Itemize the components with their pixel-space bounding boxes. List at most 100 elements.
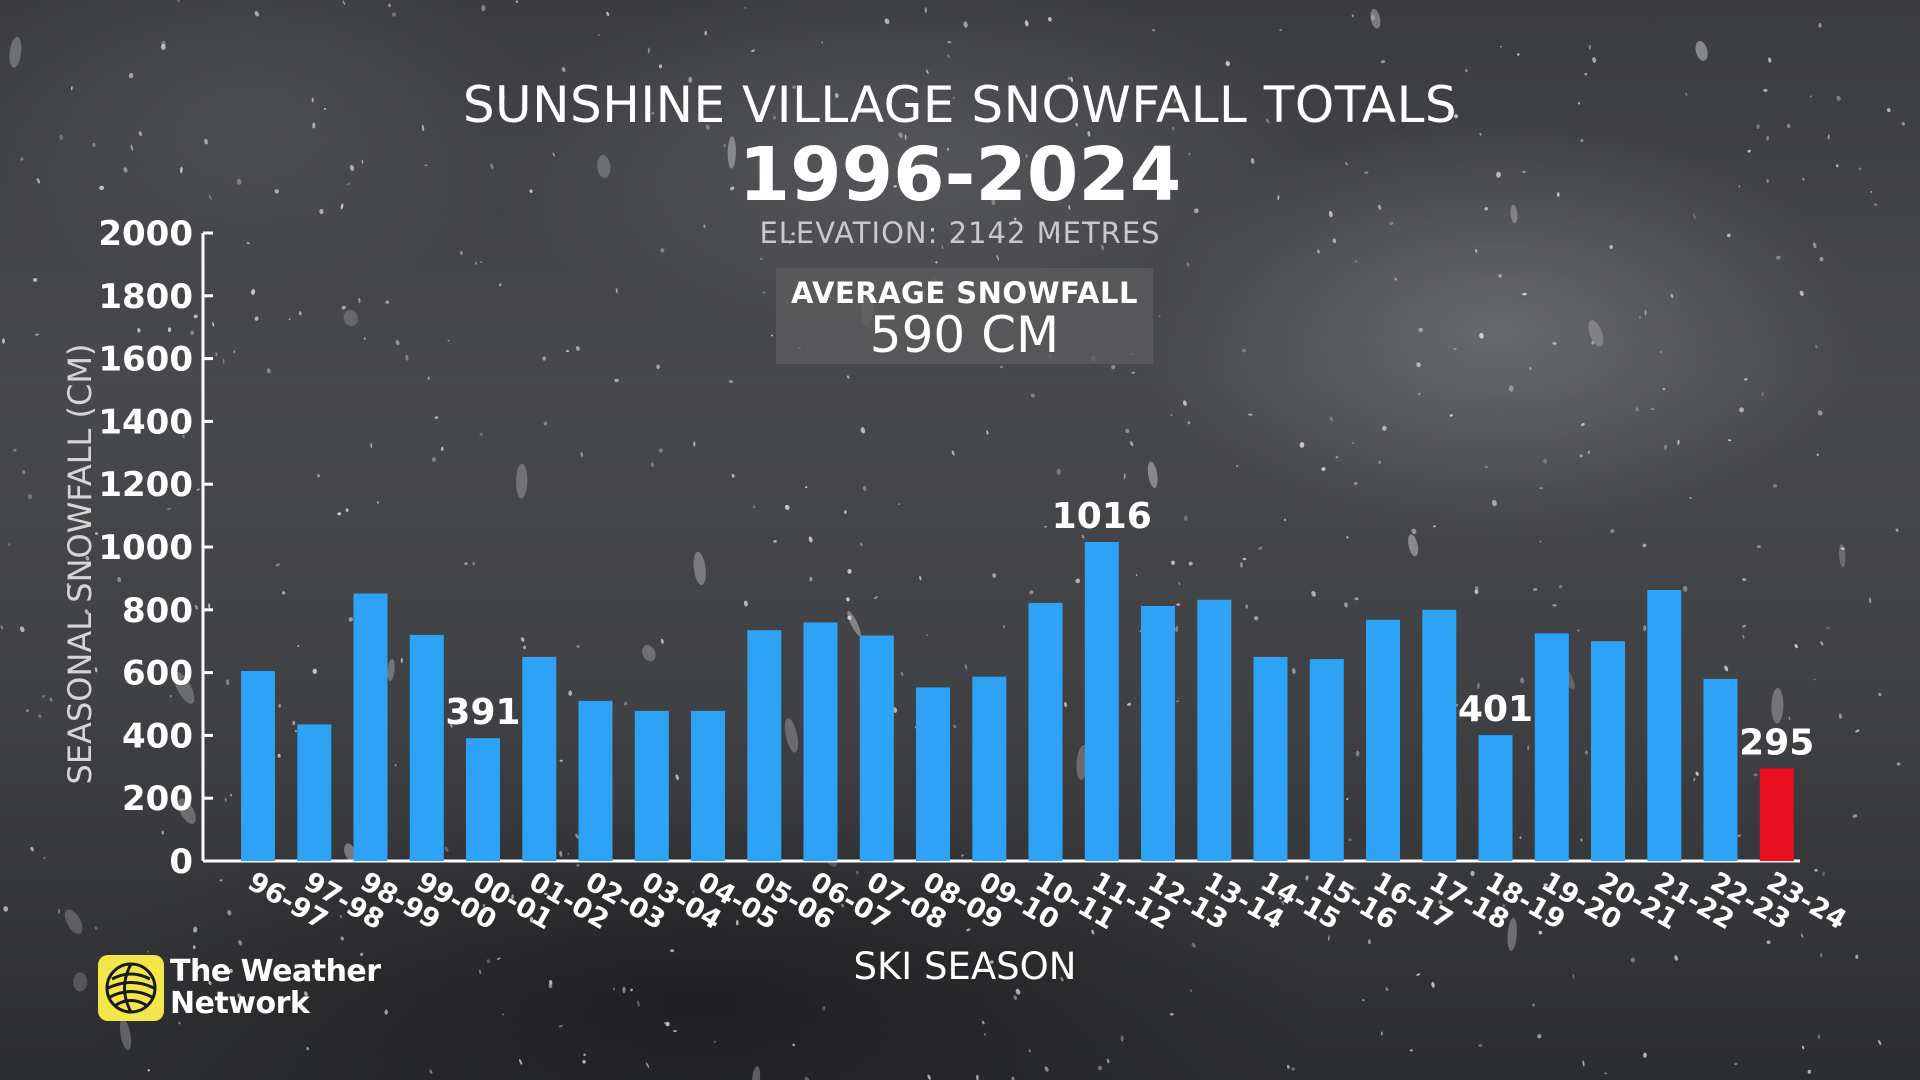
- data-label: 401: [1458, 689, 1533, 730]
- snowflake: [237, 993, 242, 1000]
- bar-07-08: [859, 635, 894, 861]
- snowflake: [575, 863, 580, 867]
- snowflake: [597, 155, 611, 178]
- snowflake: [341, 305, 346, 310]
- snowflake: [1409, 1049, 1413, 1052]
- snowflake: [1477, 682, 1480, 690]
- snowflake: [1478, 1044, 1483, 1047]
- snowflake: [1299, 442, 1305, 448]
- bar-19-20: [1534, 633, 1569, 861]
- snowflake: [274, 189, 279, 194]
- snowflake: [1245, 604, 1249, 609]
- snowflake: [1447, 111, 1450, 115]
- snowflake: [964, 664, 968, 670]
- snowflake: [1013, 217, 1017, 221]
- snowflake: [359, 952, 364, 957]
- snowflake: [1013, 995, 1017, 1000]
- snowflake: [1502, 904, 1506, 907]
- snowflake: [568, 690, 573, 696]
- snowflake: [1724, 665, 1729, 672]
- snowflake: [38, 714, 42, 719]
- snowflake: [1552, 604, 1557, 607]
- snowflake: [227, 910, 232, 916]
- snowflake: [622, 986, 626, 994]
- snowflake: [792, 1043, 796, 1047]
- snowflake: [575, 346, 580, 351]
- snowflake: [306, 1046, 310, 1051]
- snowflake: [346, 183, 351, 186]
- snowflake: [449, 723, 453, 728]
- snowflake: [1812, 242, 1817, 249]
- logo-wordmark: The Weather Network: [170, 956, 381, 1020]
- snowflake: [1025, 153, 1028, 158]
- snowflake: [804, 486, 808, 489]
- snowflake: [791, 232, 795, 236]
- snowflake: [266, 368, 271, 374]
- snowflake: [511, 894, 514, 900]
- snowflake: [552, 152, 555, 157]
- bar-14-15: [1253, 656, 1288, 861]
- snowflake: [846, 375, 850, 379]
- snowflake: [215, 352, 218, 357]
- chart-years: 1996-2024: [738, 132, 1182, 218]
- snowflake: [1855, 729, 1860, 733]
- snowflake: [1507, 917, 1517, 951]
- snowflake: [13, 448, 17, 452]
- snowflake: [1182, 400, 1187, 406]
- snowflake: [501, 1013, 505, 1016]
- snowflake: [384, 1009, 388, 1015]
- snowflake: [1075, 122, 1079, 127]
- snowflake: [1178, 581, 1181, 586]
- y-tick-label: 400: [122, 716, 193, 756]
- snowflake: [1642, 543, 1647, 548]
- snowflake: [1186, 262, 1190, 267]
- snowflake: [358, 297, 361, 303]
- snowflake: [784, 718, 799, 753]
- snowflake: [1768, 57, 1772, 63]
- snowflake: [2, 338, 5, 344]
- snowflake: [1868, 597, 1872, 604]
- snowflake: [884, 18, 890, 25]
- snowflake: [85, 555, 90, 561]
- snowflake: [385, 300, 390, 304]
- snowflake: [1635, 407, 1639, 412]
- snowflake: [1354, 260, 1358, 263]
- snowflake: [1075, 578, 1081, 584]
- snowflake: [1479, 132, 1482, 136]
- snowflake: [961, 854, 964, 857]
- snowflake: [784, 504, 790, 510]
- snowflake: [1588, 320, 1604, 347]
- snowflake: [1277, 195, 1280, 200]
- snowflake: [1029, 590, 1034, 595]
- snowflake: [1170, 413, 1173, 417]
- snowflake: [361, 159, 364, 164]
- snowflake: [847, 615, 852, 621]
- snowflake: [956, 237, 960, 243]
- snowflake: [950, 172, 953, 180]
- snowflake: [1258, 546, 1263, 550]
- snowflake: [822, 1006, 826, 1011]
- snowflake: [650, 462, 655, 468]
- snowflake: [124, 669, 129, 676]
- snowflake: [1727, 439, 1732, 442]
- snowflake: [209, 999, 213, 1004]
- snowflake: [472, 561, 475, 566]
- data-label: 391: [445, 692, 520, 733]
- snowflake: [1500, 45, 1502, 48]
- y-tick-label: 800: [122, 591, 193, 631]
- snowflake: [1158, 315, 1161, 318]
- snowflake: [1825, 627, 1830, 629]
- snowflake: [752, 1066, 761, 1080]
- snowflake: [1474, 589, 1479, 595]
- snowflake: [1579, 454, 1583, 458]
- snowflake: [860, 427, 866, 434]
- snowflake: [1809, 95, 1813, 98]
- y-tick-label: 1200: [98, 465, 193, 505]
- snowflake: [1191, 942, 1196, 948]
- snowflake: [204, 138, 208, 145]
- snowflake: [1130, 441, 1134, 447]
- snowflake: [855, 870, 859, 875]
- snowflake: [752, 505, 756, 509]
